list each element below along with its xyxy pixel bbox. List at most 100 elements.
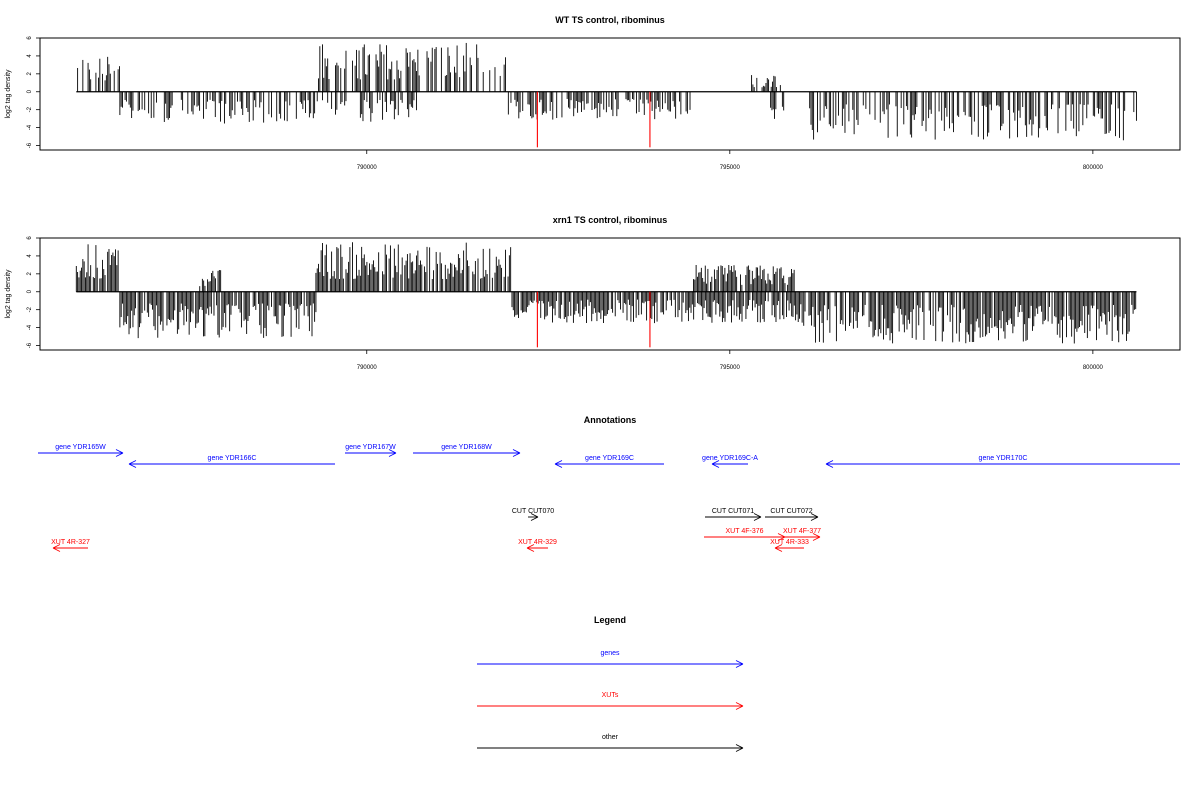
xrn1-plot-frame bbox=[39, 237, 1181, 351]
xrn1-x-tick-label: 800000 bbox=[1083, 365, 1104, 371]
annotation-label: XUT 4F-377 bbox=[783, 528, 821, 535]
annotation-arrow-head bbox=[128, 463, 137, 468]
annotation-feature: XUT 4F-377 bbox=[783, 528, 821, 541]
annotation-arrow-head bbox=[52, 544, 61, 549]
annotation-label: gene YDR165W bbox=[55, 444, 106, 451]
legend-label: other bbox=[602, 734, 619, 741]
annotation-label: CUT CUT071 bbox=[712, 508, 754, 515]
annotation-arrow-head bbox=[115, 452, 124, 457]
wt-bar-series bbox=[76, 42, 1137, 148]
annotation-feature: gene YDR167W bbox=[345, 444, 397, 457]
annotation-label: gene YDR166C bbox=[208, 455, 257, 462]
annotation-label: gene YDR169C bbox=[585, 455, 634, 462]
wt-y-tick-label: -2 bbox=[27, 106, 33, 112]
annotation-arrow-head bbox=[753, 513, 762, 518]
annotation-label: gene YDR169C-A bbox=[702, 455, 758, 462]
annotation-arrow-head bbox=[512, 452, 521, 457]
annotation-arrow-head bbox=[530, 516, 539, 521]
annotation-label: gene YDR167W bbox=[345, 444, 396, 451]
annotation-arrow-head bbox=[512, 449, 521, 454]
wt-track-title: WT TS control, ribominus bbox=[555, 15, 665, 25]
annotation-label: XUT 4R-327 bbox=[51, 539, 90, 546]
wt-y-axis: 6 4 2 0 -2 -4 -6 bbox=[27, 36, 40, 148]
xrn1-y-tick-label: 6 bbox=[27, 236, 33, 240]
annotation-arrow-head bbox=[825, 460, 834, 465]
annotation-arrow-head bbox=[777, 533, 786, 538]
wt-y-axis-label: log2 tag density bbox=[5, 69, 12, 119]
annotation-feature: gene YDR166C bbox=[128, 455, 335, 468]
xrn1-y-tick-label: -6 bbox=[27, 342, 33, 348]
annotation-arrow-head bbox=[526, 544, 535, 549]
wt-y-tick-label: 2 bbox=[27, 72, 33, 76]
annotation-arrow-head bbox=[52, 547, 61, 552]
annotation-label: gene YDR168W bbox=[441, 444, 492, 451]
legend-label: XUTs bbox=[602, 692, 619, 699]
annotation-arrow-head bbox=[777, 536, 786, 541]
annotation-arrow-head bbox=[115, 449, 124, 454]
wt-track-panel: WT TS control, ribominus log2 tag densit… bbox=[5, 15, 1181, 171]
annotation-arrow-head bbox=[812, 536, 821, 541]
annotation-feature: gene YDR169C bbox=[554, 455, 664, 468]
annotation-arrow-head bbox=[825, 463, 834, 468]
annotation-arrow-head bbox=[774, 544, 783, 549]
wt-y-tick-label: 0 bbox=[27, 89, 33, 93]
wt-y-tick-label: -6 bbox=[27, 142, 33, 148]
annotation-arrow-head bbox=[128, 460, 137, 465]
annotation-feature: XUT 4R-333 bbox=[770, 539, 809, 552]
annotation-feature: gene YDR169C-A bbox=[702, 455, 758, 468]
annotation-arrow-head bbox=[812, 533, 821, 538]
annotation-feature: gene YDR170C bbox=[825, 455, 1180, 468]
legend-items: genes XUTs other bbox=[477, 650, 744, 752]
wt-x-axis: 790000 795000 800000 bbox=[357, 150, 1104, 171]
xrn1-x-tick-label: 795000 bbox=[720, 365, 741, 371]
annotation-label: XUT 4F-376 bbox=[726, 528, 764, 535]
annotation-arrow-head bbox=[711, 460, 720, 465]
annotation-feature: XUT 4F-376 bbox=[704, 528, 786, 541]
xrn1-bar-series bbox=[75, 242, 1137, 348]
xrn1-y-tick-label: -2 bbox=[27, 306, 33, 312]
xrn1-y-tick-label: 4 bbox=[27, 254, 33, 258]
wt-x-tick-label: 800000 bbox=[1083, 165, 1104, 171]
annotation-label: gene YDR170C bbox=[979, 455, 1028, 462]
legend-arrow-head bbox=[735, 705, 744, 710]
legend-item: genes bbox=[477, 650, 744, 668]
annotation-label: XUT 4R-333 bbox=[770, 539, 809, 546]
annotation-arrow-head bbox=[810, 513, 819, 518]
xrn1-x-tick-label: 790000 bbox=[357, 365, 378, 371]
annotation-feature: gene YDR165W bbox=[38, 444, 124, 457]
wt-x-tick-label: 790000 bbox=[357, 165, 378, 171]
annotation-feature: XUT 4R-329 bbox=[518, 539, 557, 552]
xrn1-y-axis: 6 4 2 0 -2 -4 -6 bbox=[27, 236, 40, 348]
xrn1-y-tick-label: 2 bbox=[27, 272, 33, 276]
annotation-label: CUT CUT070 bbox=[512, 508, 554, 515]
legend-arrow-head bbox=[735, 660, 744, 665]
annotation-label: CUT CUT072 bbox=[770, 508, 812, 515]
annotation-arrow-head bbox=[774, 547, 783, 552]
annotation-arrow-head bbox=[388, 449, 397, 454]
xrn1-y-tick-label: 0 bbox=[27, 289, 33, 293]
annotation-arrow-head bbox=[554, 460, 563, 465]
legend-item: other bbox=[477, 734, 744, 752]
wt-y-tick-label: 6 bbox=[27, 36, 33, 40]
annotation-feature: gene YDR168W bbox=[413, 444, 521, 457]
annotation-arrow-head bbox=[526, 547, 535, 552]
annotation-label: XUT 4R-329 bbox=[518, 539, 557, 546]
legend-panel: Legend genes XUTs other bbox=[477, 615, 744, 752]
xrn1-track-title: xrn1 TS control, ribominus bbox=[553, 215, 668, 225]
wt-y-tick-label: 4 bbox=[27, 54, 33, 58]
legend-arrow-head bbox=[735, 663, 744, 668]
annotation-feature: CUT CUT072 bbox=[765, 508, 819, 521]
legend-arrow-head bbox=[735, 744, 744, 749]
legend-item: XUTs bbox=[477, 692, 744, 710]
wt-x-tick-label: 795000 bbox=[720, 165, 741, 171]
legend-label: genes bbox=[600, 650, 620, 657]
legend-arrow-head bbox=[735, 702, 744, 707]
xrn1-track-panel: xrn1 TS control, ribominus log2 tag dens… bbox=[5, 215, 1181, 371]
annotation-arrow-head bbox=[711, 463, 720, 468]
annotation-feature: CUT CUT071 bbox=[705, 508, 762, 521]
annotation-feature: CUT CUT070 bbox=[512, 508, 554, 521]
annotation-arrow-head bbox=[753, 516, 762, 521]
wt-plot-frame bbox=[39, 37, 1181, 151]
